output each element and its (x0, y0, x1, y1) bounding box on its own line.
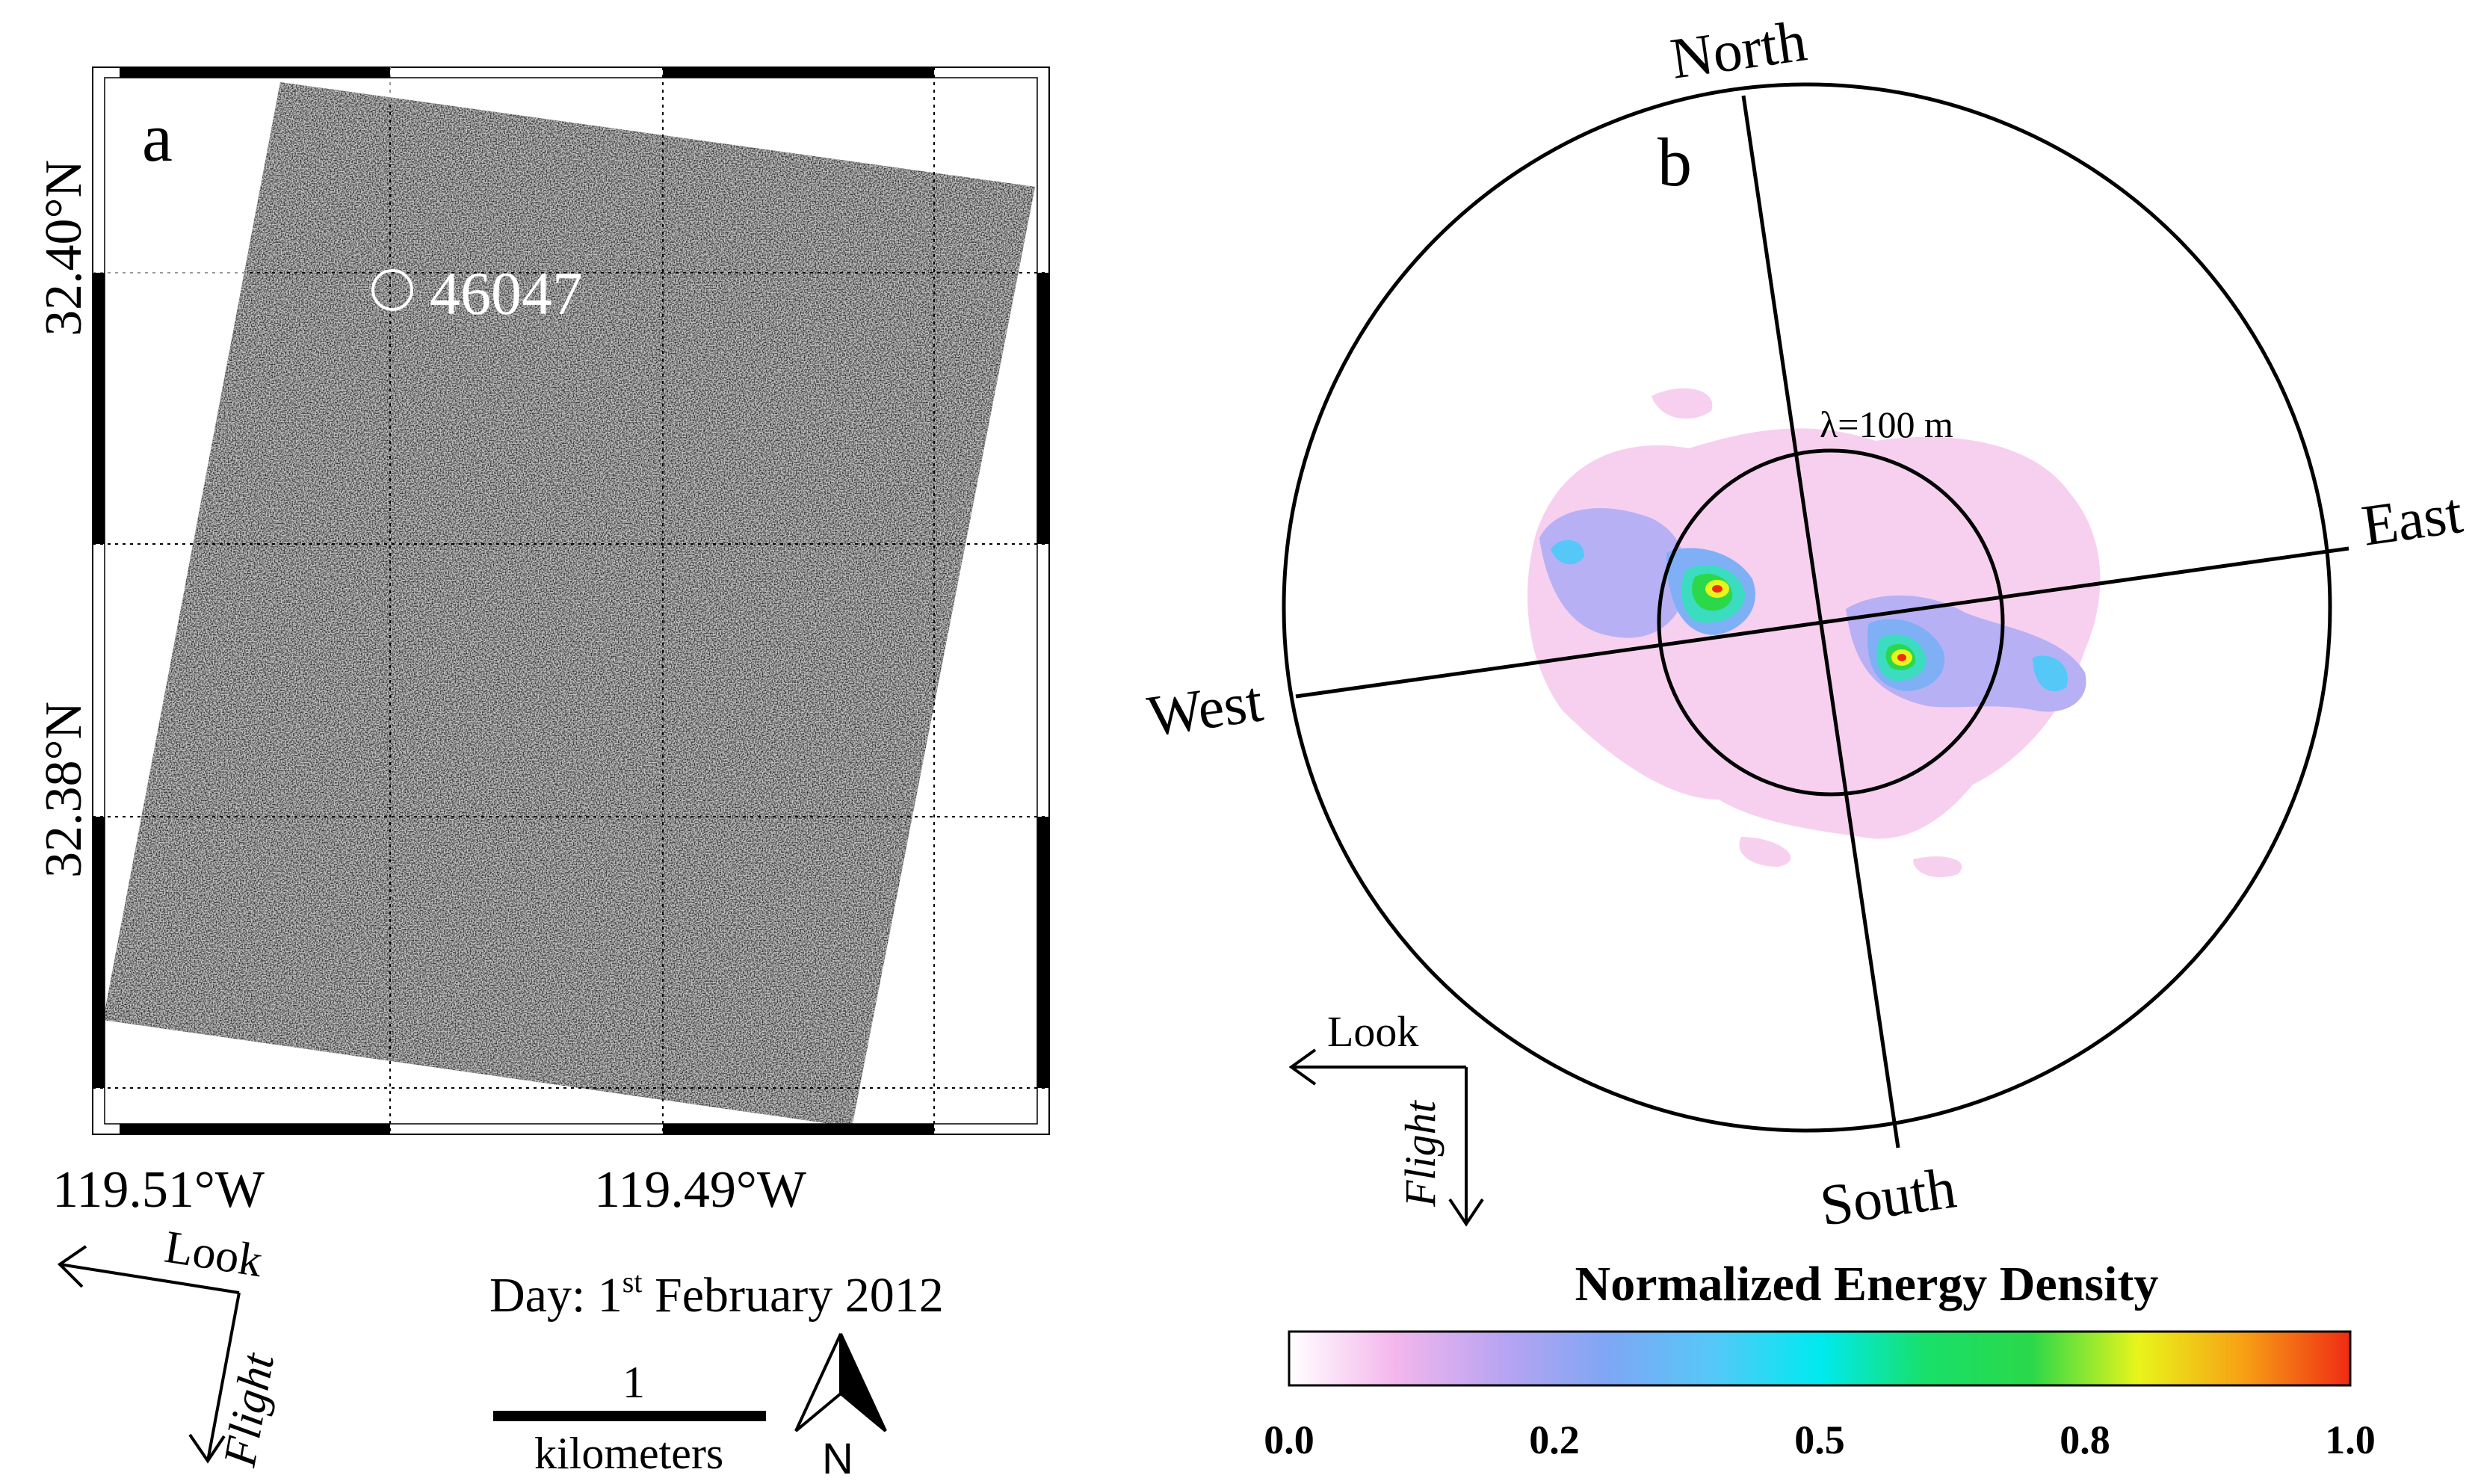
sar-image (103, 82, 1035, 1127)
scale-value: 1 (622, 1358, 645, 1407)
panel-a: a 46047 32.40°N 32.38°N 119.51°W 119.49°… (35, 67, 1050, 1483)
colorbar-tick: 1.0 (2325, 1417, 2376, 1462)
wavelength-label: λ=100 m (1820, 404, 1953, 445)
panel-b: b North East South West λ=100 m Look Fli… (1143, 7, 2466, 1462)
panel-b-label: b (1657, 124, 1692, 200)
lon-label-1: 119.51°W (52, 1161, 265, 1219)
look-label-a: Look (161, 1222, 266, 1287)
colorbar-title: Normalized Energy Density (1575, 1257, 2159, 1311)
lat-label-2: 32.38°N (35, 702, 93, 878)
graticule (93, 67, 1049, 1134)
buoy-label: 46047 (430, 259, 583, 327)
map-border-ticks (93, 67, 1049, 1134)
direction-east: East (2358, 480, 2466, 558)
direction-south: South (1816, 1154, 1959, 1237)
direction-west: West (1143, 668, 1267, 749)
colorbar-tick: 0.5 (1794, 1417, 1845, 1462)
lon-label-2: 119.49°W (594, 1161, 806, 1219)
scale-bar (493, 1411, 766, 1421)
colorbar (1288, 1330, 2352, 1387)
north-arrow-icon (794, 1333, 887, 1432)
look-flight-arrows-b (1288, 1048, 1484, 1227)
lat-label-1: 32.40°N (35, 160, 93, 336)
direction-north: North (1666, 7, 1810, 90)
colorbar-tick: 0.0 (1264, 1417, 1314, 1462)
west-east-axis (1295, 546, 2349, 699)
colorbar-tick: 0.8 (2060, 1417, 2110, 1462)
look-label-b: Look (1327, 1007, 1418, 1056)
colorbar-ticks: 0.0 0.2 0.5 0.8 1.0 (1264, 1417, 2376, 1462)
date-label: Day: 1st February 2012 (489, 1265, 944, 1323)
energy-density-contours (1527, 388, 2101, 877)
buoy-marker-icon (371, 269, 413, 311)
look-flight-arrows-a (57, 1245, 241, 1464)
colorbar-tick: 0.2 (1529, 1417, 1580, 1462)
flight-label-b: Flight (1396, 1099, 1445, 1208)
spectrum-circle (1282, 82, 2332, 1133)
north-label: N (822, 1435, 853, 1483)
scale-unit: kilometers (534, 1429, 723, 1478)
wavelength-circle (1657, 448, 2005, 797)
panel-a-label: a (142, 99, 173, 176)
